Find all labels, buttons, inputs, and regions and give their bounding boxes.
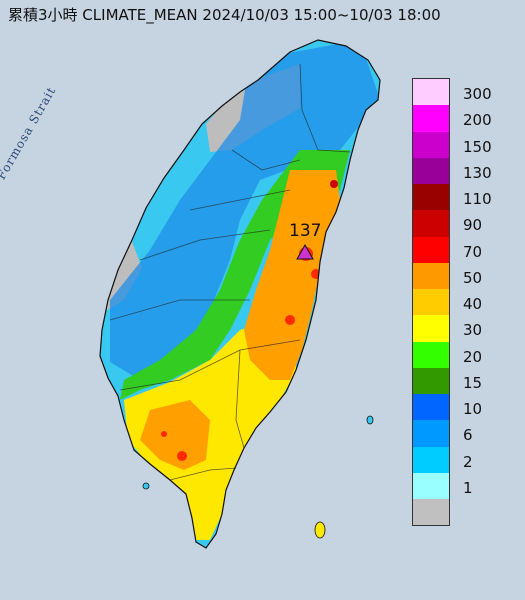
- legend-swatch: [413, 157, 449, 184]
- legend-label: 1: [463, 478, 473, 497]
- legend-label: 300: [463, 85, 492, 104]
- county-boundaries: [109, 63, 351, 481]
- legend-swatch: [413, 315, 449, 342]
- legend-label: 15: [463, 373, 483, 392]
- island-outline: [99, 39, 381, 549]
- legend: [412, 78, 450, 527]
- legend-swatch: [413, 210, 449, 237]
- legend-swatch: [413, 394, 449, 421]
- max-triangle-icon: [296, 244, 314, 260]
- legend-swatch: [413, 367, 449, 394]
- legend-label: 50: [463, 268, 483, 287]
- legend-swatch: [413, 262, 449, 289]
- legend-label: 130: [463, 163, 492, 182]
- orchid-island: [366, 415, 374, 425]
- legend-swatch: [413, 105, 449, 132]
- legend-label: 90: [463, 216, 483, 235]
- legend-label: 110: [463, 190, 492, 209]
- legend-swatch: [413, 184, 449, 211]
- legend-label: 40: [463, 295, 483, 314]
- legend-label: 10: [463, 400, 483, 419]
- legend-label: 150: [463, 137, 492, 156]
- page-title: 累積3小時 CLIMATE_MEAN 2024/10/03 15:00~10/0…: [8, 6, 441, 24]
- legend-swatch: [413, 79, 449, 106]
- legend-swatch: [413, 499, 449, 526]
- legend-label: 70: [463, 242, 483, 261]
- legend-label: 20: [463, 347, 483, 366]
- legend-swatch: [413, 446, 449, 473]
- green-island: [314, 521, 326, 539]
- legend-label: 6: [463, 426, 473, 445]
- legend-swatch: [413, 420, 449, 447]
- legend-label: 30: [463, 321, 483, 340]
- legend-label: 200: [463, 111, 492, 130]
- legend-swatch: [413, 472, 449, 499]
- max-value-label: 137: [289, 221, 322, 241]
- legend-swatch: [413, 341, 449, 368]
- legend-swatch: [413, 236, 449, 263]
- legend-swatch: [413, 289, 449, 316]
- legend-label: 2: [463, 452, 473, 471]
- legend-swatch: [413, 131, 449, 158]
- liuqiu-island: [142, 482, 150, 490]
